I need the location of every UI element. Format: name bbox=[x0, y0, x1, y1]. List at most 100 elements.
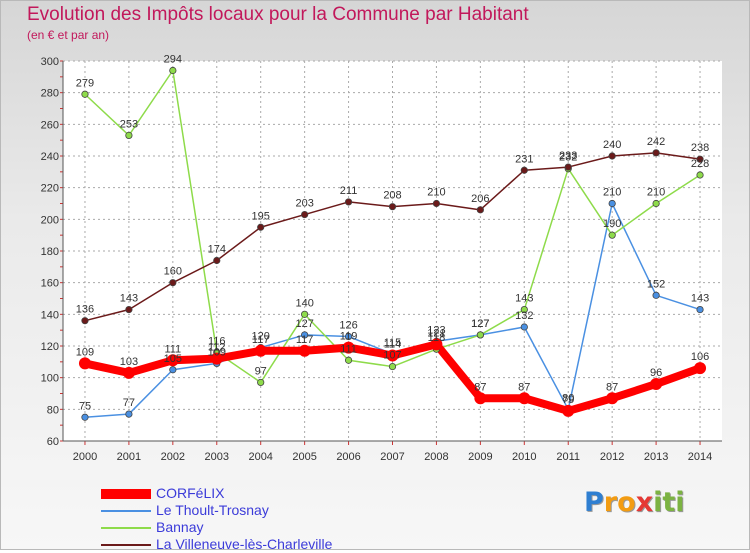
data-point bbox=[696, 171, 704, 179]
x-tick-label: 2010 bbox=[512, 451, 536, 463]
data-label: 143 bbox=[515, 293, 533, 305]
x-tick-label: 2008 bbox=[424, 451, 448, 463]
data-label: 228 bbox=[691, 158, 709, 170]
data-label: 111 bbox=[340, 343, 357, 355]
data-label: 77 bbox=[123, 397, 135, 409]
y-tick-label: 180 bbox=[41, 246, 59, 258]
legend-swatch-la-villeneuve bbox=[101, 544, 151, 546]
y-tick-label: 260 bbox=[41, 119, 59, 131]
data-label: 195 bbox=[252, 210, 270, 222]
data-point bbox=[388, 362, 397, 371]
x-tick-label: 2003 bbox=[205, 451, 229, 463]
data-point bbox=[608, 152, 616, 160]
data-label: 96 bbox=[650, 367, 662, 379]
legend-item-bannay: Bannay bbox=[101, 519, 441, 536]
data-label: 231 bbox=[515, 153, 533, 165]
data-label: 174 bbox=[208, 244, 226, 256]
data-label: 119 bbox=[340, 331, 358, 343]
data-point bbox=[652, 199, 660, 208]
data-label: 103 bbox=[120, 356, 138, 368]
data-point bbox=[125, 305, 133, 314]
data-point bbox=[125, 131, 133, 140]
data-point bbox=[210, 352, 223, 365]
data-label: 294 bbox=[164, 54, 182, 66]
data-label: 152 bbox=[647, 278, 665, 290]
data-point bbox=[342, 341, 355, 354]
data-point bbox=[696, 305, 704, 314]
data-point bbox=[81, 317, 89, 325]
data-label: 190 bbox=[603, 218, 621, 230]
data-point bbox=[169, 366, 177, 374]
data-label: 127 bbox=[471, 318, 489, 330]
data-point bbox=[122, 366, 135, 379]
data-label: 80 bbox=[562, 392, 574, 404]
data-label: 233 bbox=[559, 150, 577, 162]
x-tick-label: 2014 bbox=[688, 451, 712, 463]
data-point bbox=[650, 378, 663, 390]
x-tick-label: 2013 bbox=[644, 451, 668, 463]
x-tick-label: 2006 bbox=[336, 451, 360, 463]
data-point bbox=[298, 344, 311, 357]
data-point bbox=[476, 331, 484, 339]
x-tick-label: 2012 bbox=[600, 451, 624, 463]
data-label: 238 bbox=[691, 142, 709, 154]
logo-letter: i bbox=[653, 487, 663, 518]
data-label: 211 bbox=[340, 185, 358, 197]
chart-subtitle: (en € et par an) bbox=[27, 28, 110, 42]
y-tick-label: 240 bbox=[41, 151, 59, 163]
proxiti-logo: Proxiti bbox=[584, 487, 685, 518]
data-label: 107 bbox=[383, 350, 401, 362]
data-point bbox=[166, 354, 179, 367]
data-point bbox=[301, 210, 309, 219]
data-label: 206 bbox=[471, 193, 489, 205]
data-point bbox=[344, 332, 353, 341]
data-label: 97 bbox=[255, 365, 267, 377]
x-tick-label: 2009 bbox=[468, 451, 492, 463]
legend-label-corfelix: CORFéLIX bbox=[156, 485, 225, 501]
data-point bbox=[430, 338, 443, 351]
data-point bbox=[344, 356, 353, 364]
data-label: 279 bbox=[76, 77, 94, 89]
x-tick-label: 2001 bbox=[117, 451, 141, 463]
data-label: 112 bbox=[208, 342, 226, 354]
x-tick-label: 2004 bbox=[248, 451, 272, 463]
data-point bbox=[564, 163, 572, 171]
data-label: 253 bbox=[120, 118, 138, 130]
data-point bbox=[81, 413, 89, 421]
data-point bbox=[476, 206, 484, 214]
data-label: 115 bbox=[384, 337, 402, 349]
legend-swatch-corfelix bbox=[101, 489, 151, 499]
data-label: 105 bbox=[164, 353, 182, 365]
data-label: 123 bbox=[427, 324, 445, 336]
logo-letter: P bbox=[584, 487, 604, 518]
legend-label-bannay: Bannay bbox=[156, 519, 204, 535]
y-tick-label: 300 bbox=[41, 56, 59, 68]
y-tick-label: 200 bbox=[41, 214, 59, 226]
data-point bbox=[652, 149, 660, 157]
data-label: 114 bbox=[384, 339, 402, 351]
data-point bbox=[254, 344, 267, 357]
data-point bbox=[388, 203, 397, 211]
data-point bbox=[562, 404, 575, 417]
chart-title: Evolution des Impôts locaux pour la Comm… bbox=[27, 4, 529, 25]
legend: CORFéLIX Le Thoult-Trosnay Bannay La Vil… bbox=[101, 485, 441, 553]
data-label: 242 bbox=[647, 136, 665, 148]
y-tick-label: 60 bbox=[47, 436, 59, 448]
data-label: 160 bbox=[164, 266, 182, 278]
data-label: 143 bbox=[691, 293, 709, 305]
data-label: 116 bbox=[208, 335, 226, 347]
data-label: 126 bbox=[339, 320, 357, 332]
data-label: 132 bbox=[515, 310, 533, 322]
x-tick-label: 2000 bbox=[73, 451, 97, 463]
data-point bbox=[81, 90, 89, 98]
data-point bbox=[213, 256, 221, 265]
data-point bbox=[257, 378, 265, 387]
data-point bbox=[520, 323, 528, 331]
legend-item-le-thoult-trosnay: Le Thoult-Trosnay bbox=[101, 502, 441, 519]
data-label: 109 bbox=[208, 346, 226, 358]
data-point bbox=[520, 305, 528, 314]
data-label: 79 bbox=[562, 394, 574, 406]
y-tick-label: 80 bbox=[47, 404, 59, 416]
